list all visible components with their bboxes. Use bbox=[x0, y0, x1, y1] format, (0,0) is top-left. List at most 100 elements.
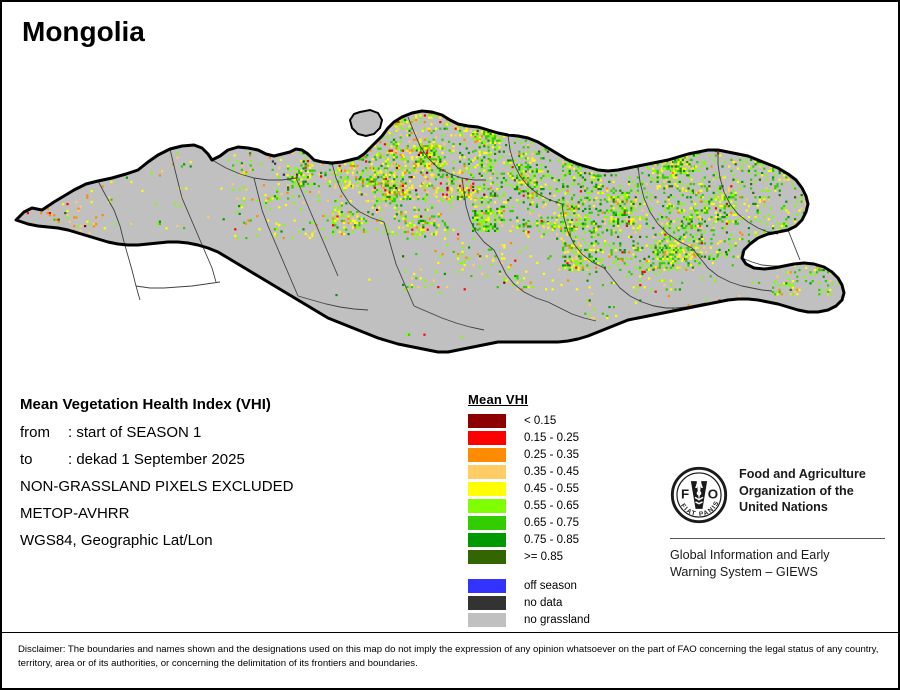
legend-row-class-5: 0.55 - 0.65 bbox=[468, 497, 618, 514]
legend-swatch-special-2 bbox=[468, 612, 506, 627]
info-to-value: : dekad 1 September 2025 bbox=[68, 451, 245, 468]
fao-header: F A O FIAT PANIS Food and Agriculture Or… bbox=[670, 466, 885, 529]
info-heading: Mean Vegetation Health Index (VHI) bbox=[20, 396, 271, 413]
province-boundary-15 bbox=[717, 150, 749, 223]
legend-label-class-8: >= 0.85 bbox=[524, 550, 564, 563]
svg-text:O: O bbox=[708, 486, 718, 501]
legend-swatch-class-2 bbox=[468, 447, 506, 462]
legend-row-class-7: 0.75 - 0.85 bbox=[468, 531, 618, 548]
province-boundary-17 bbox=[741, 257, 782, 267]
province-boundary-12 bbox=[603, 267, 667, 309]
map-info-block: Mean Vegetation Health Index (VHI) from … bbox=[20, 396, 440, 559]
legend-row-class-6: 0.65 - 0.75 bbox=[468, 514, 618, 531]
info-row-from: from : start of SEASON 1 bbox=[20, 424, 440, 441]
province-boundary-11 bbox=[561, 203, 605, 269]
vhi-region-bulgan-hentii bbox=[472, 122, 602, 232]
info-sensor: METOP-AVHRR bbox=[20, 505, 130, 522]
info-from-value: : start of SEASON 1 bbox=[68, 424, 202, 441]
legend-swatch-special-1 bbox=[468, 595, 506, 610]
province-boundary-19 bbox=[135, 281, 221, 289]
info-row-to: to : dekad 1 September 2025 bbox=[20, 451, 440, 468]
legend-row-special-2: no grassland bbox=[468, 611, 618, 628]
legend-title: Mean VHI bbox=[468, 392, 529, 407]
legend-label-class-5: 0.55 - 0.65 bbox=[524, 499, 579, 512]
giews-line1: Global Information and Early bbox=[670, 548, 830, 562]
legend-label-class-4: 0.45 - 0.55 bbox=[524, 482, 579, 495]
legend-label-class-1: 0.15 - 0.25 bbox=[524, 431, 579, 444]
province-boundary-0 bbox=[97, 180, 141, 301]
legend-label-special-1: no data bbox=[524, 596, 563, 609]
legend-row-class-3: 0.35 - 0.45 bbox=[468, 463, 618, 480]
legend-row-class-1: 0.15 - 0.25 bbox=[468, 429, 618, 446]
legend-label-class-6: 0.65 - 0.75 bbox=[524, 516, 579, 529]
province-boundaries bbox=[97, 116, 801, 331]
fao-name-line3: United Nations bbox=[739, 500, 828, 515]
info-projection: WGS84, Geographic Lat/Lon bbox=[20, 532, 213, 549]
svg-text:A: A bbox=[695, 478, 704, 491]
province-boundary-13 bbox=[637, 165, 693, 249]
province-boundary-9 bbox=[493, 249, 549, 303]
legend-swatch-class-0 bbox=[468, 413, 506, 428]
legend-swatch-class-4 bbox=[468, 481, 506, 496]
giews-text: Global Information and Early Warning Sys… bbox=[670, 547, 885, 580]
legend-label-class-7: 0.75 - 0.85 bbox=[524, 533, 579, 546]
fao-branding: F A O FIAT PANIS Food and Agriculture Or… bbox=[670, 466, 885, 580]
mongolia-vhi-map[interactable] bbox=[2, 50, 898, 370]
legend-label-special-2: no grassland bbox=[524, 613, 590, 626]
province-boundary-10 bbox=[507, 134, 563, 205]
legend-swatch-class-8 bbox=[468, 549, 506, 564]
province-boundary-14 bbox=[691, 247, 743, 287]
info-to-key: to bbox=[20, 451, 33, 468]
legend-label-special-0: off season bbox=[524, 579, 577, 592]
fao-divider bbox=[670, 538, 885, 539]
legend-swatch-class-6 bbox=[468, 515, 506, 530]
province-boundary-8 bbox=[461, 177, 495, 251]
province-boundary-7 bbox=[407, 116, 486, 181]
province-boundary-20 bbox=[297, 295, 369, 311]
legend-swatch-class-7 bbox=[468, 532, 506, 547]
map-panel[interactable] bbox=[2, 50, 898, 370]
province-boundary-3 bbox=[253, 177, 299, 297]
legend-class-list: < 0.15 0.15 - 0.25 0.25 - 0.35 0.35 - 0.45 0… bbox=[468, 412, 618, 565]
info-pixels-note: NON-GRASSLAND PIXELS EXCLUDED bbox=[20, 478, 294, 495]
province-boundary-6 bbox=[383, 221, 415, 307]
legend-row-class-0: < 0.15 bbox=[468, 412, 618, 429]
legend-swatch-class-1 bbox=[468, 430, 506, 445]
legend-row-class-2: 0.25 - 0.35 bbox=[468, 446, 618, 463]
legend-label-class-3: 0.35 - 0.45 bbox=[524, 465, 579, 478]
province-boundary-22 bbox=[547, 301, 597, 322]
province-boundary-2 bbox=[211, 159, 297, 181]
legend-label-class-2: 0.25 - 0.35 bbox=[524, 448, 579, 461]
legend-swatch-class-3 bbox=[468, 464, 506, 479]
legend-row-class-4: 0.45 - 0.55 bbox=[468, 480, 618, 497]
vhi-region-central-south bbox=[402, 220, 583, 291]
legend-spacer bbox=[468, 565, 618, 577]
fao-name-line2: Organization of the bbox=[739, 483, 854, 498]
legend-swatch-class-5 bbox=[468, 498, 506, 513]
giews-line2: Warning System – GIEWS bbox=[670, 564, 818, 579]
legend-swatch-special-0 bbox=[468, 578, 506, 593]
country-outline bbox=[14, 109, 846, 354]
province-boundary-5 bbox=[331, 162, 385, 223]
disclaimer-divider bbox=[2, 632, 898, 633]
page-title: Mongolia bbox=[22, 16, 145, 47]
legend-row-special-0: off season bbox=[468, 577, 618, 594]
legend-special-list: off season no data no grassland bbox=[468, 577, 618, 628]
legend-row-class-8: >= 0.85 bbox=[468, 548, 618, 565]
province-boundary-18 bbox=[787, 229, 801, 261]
province-boundary-24 bbox=[741, 285, 773, 292]
legend: Mean VHI < 0.15 0.15 - 0.25 0.25 - 0.35 0.3… bbox=[468, 392, 618, 628]
legend-row-special-1: no data bbox=[468, 594, 618, 611]
disclaimer-text: Disclaimer: The boundaries and names sho… bbox=[18, 644, 879, 669]
info-from-key: from bbox=[20, 424, 50, 441]
province-boundary-21 bbox=[413, 305, 485, 331]
fao-name-line1: Food and Agriculture bbox=[739, 467, 866, 481]
province-boundary-4 bbox=[295, 177, 339, 277]
svg-text:F: F bbox=[681, 486, 689, 501]
lake-khuvsgul bbox=[348, 108, 384, 138]
fao-logo-icon: F A O FIAT PANIS bbox=[670, 466, 728, 529]
fao-name: Food and Agriculture Organization of the… bbox=[739, 466, 866, 516]
province-boundary-1 bbox=[169, 148, 217, 283]
legend-label-class-0: < 0.15 bbox=[524, 414, 557, 427]
